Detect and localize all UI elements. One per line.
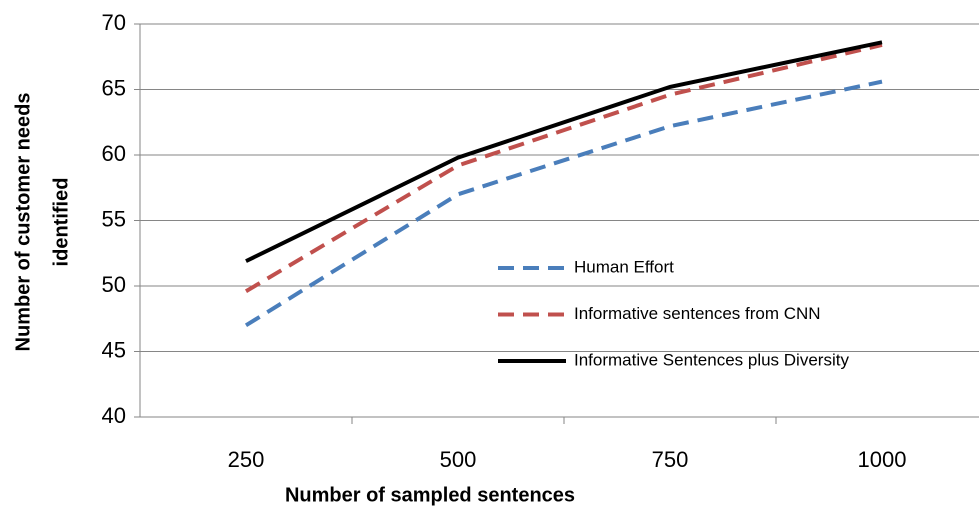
legend-label: Informative sentences from CNN — [574, 304, 821, 323]
series-line — [245, 40, 883, 263]
x-axis-title: Number of sampled sentences — [285, 484, 575, 506]
series-line — [244, 79, 883, 328]
x-tick-label: 750 — [652, 447, 689, 472]
y-tick-label: 45 — [102, 337, 126, 362]
y-tick-label: 50 — [102, 272, 126, 297]
y-axis-title: Number of customer needs identified — [12, 93, 72, 352]
y-tick-label: 40 — [102, 403, 126, 428]
legend-label: Human Effort — [574, 257, 674, 276]
x-tick-label: 1000 — [858, 447, 907, 472]
y-axis-title-line: identified — [50, 178, 72, 267]
y-axis-title-line: Number of customer needs — [12, 93, 34, 352]
legend-label: Informative Sentences plus Diversity — [574, 350, 849, 369]
series-line — [244, 43, 883, 293]
y-tick-label: 55 — [102, 206, 126, 231]
y-tick-label: 60 — [102, 141, 126, 166]
y-tick-label: 70 — [102, 10, 126, 35]
x-tick-label: 500 — [440, 447, 477, 472]
x-tick-label: 250 — [228, 447, 265, 472]
y-tick-label: 65 — [102, 75, 126, 100]
